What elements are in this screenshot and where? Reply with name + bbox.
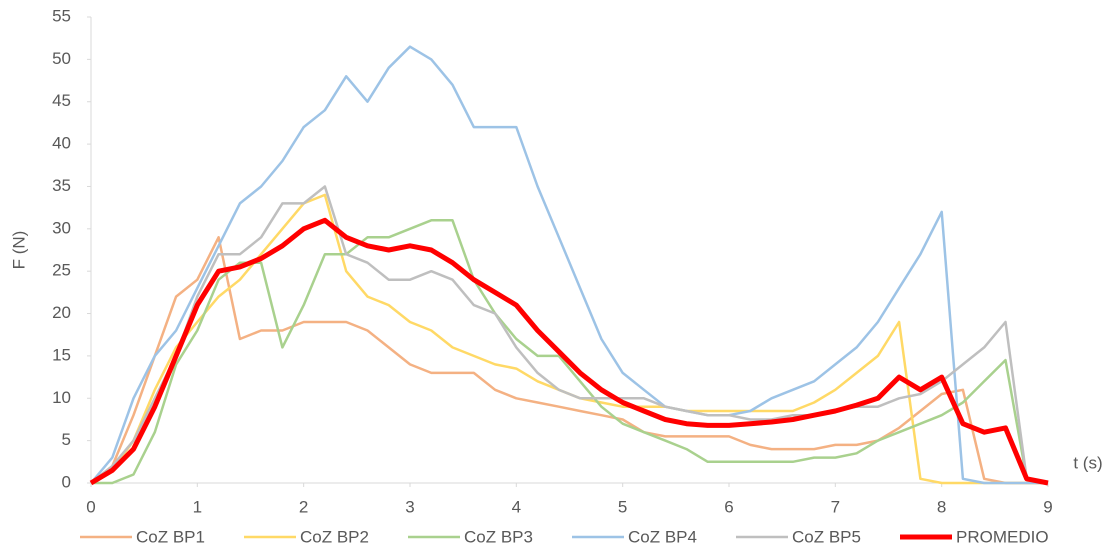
legend-label: CoZ BP1 — [136, 527, 205, 546]
series-line — [90, 193, 1048, 485]
x-tick-label: 9 — [1043, 497, 1052, 516]
x-tick-label: 3 — [405, 497, 414, 516]
x-axis-label: t (s) — [1073, 453, 1102, 472]
series-line — [89, 217, 1049, 486]
legend-label: CoZ BP5 — [792, 527, 861, 546]
y-tick-label: 55 — [52, 6, 71, 25]
y-tick-label: 45 — [52, 91, 71, 110]
legend-label: CoZ BP2 — [300, 527, 369, 546]
legend-label: CoZ BP3 — [464, 527, 533, 546]
x-tick-label: 6 — [724, 497, 733, 516]
y-tick-label: 40 — [52, 134, 71, 153]
x-tick-label: 7 — [831, 497, 840, 516]
y-axis-label: F (N) — [9, 231, 28, 270]
x-tick-label: 5 — [618, 497, 627, 516]
legend-label: PROMEDIO — [956, 527, 1049, 546]
y-tick-label: 0 — [62, 472, 71, 491]
y-tick-label: 10 — [52, 388, 71, 407]
y-tick-label: 15 — [52, 345, 71, 364]
y-tick-label: 25 — [52, 261, 71, 280]
x-tick-label: 4 — [512, 497, 521, 516]
y-tick-label: 50 — [52, 49, 71, 68]
y-tick-label: 30 — [52, 218, 71, 237]
x-tick-label: 0 — [86, 497, 95, 516]
x-tick-label: 1 — [193, 497, 202, 516]
series-line — [90, 185, 1049, 485]
series-line — [90, 45, 1048, 485]
x-tick-label: 2 — [299, 497, 308, 516]
y-tick-label: 35 — [52, 176, 71, 195]
y-tick-label: 5 — [62, 430, 71, 449]
x-tick-label: 8 — [937, 497, 946, 516]
series-line — [90, 236, 1048, 485]
y-tick-label: 20 — [52, 303, 71, 322]
legend-label: CoZ BP4 — [628, 527, 697, 546]
